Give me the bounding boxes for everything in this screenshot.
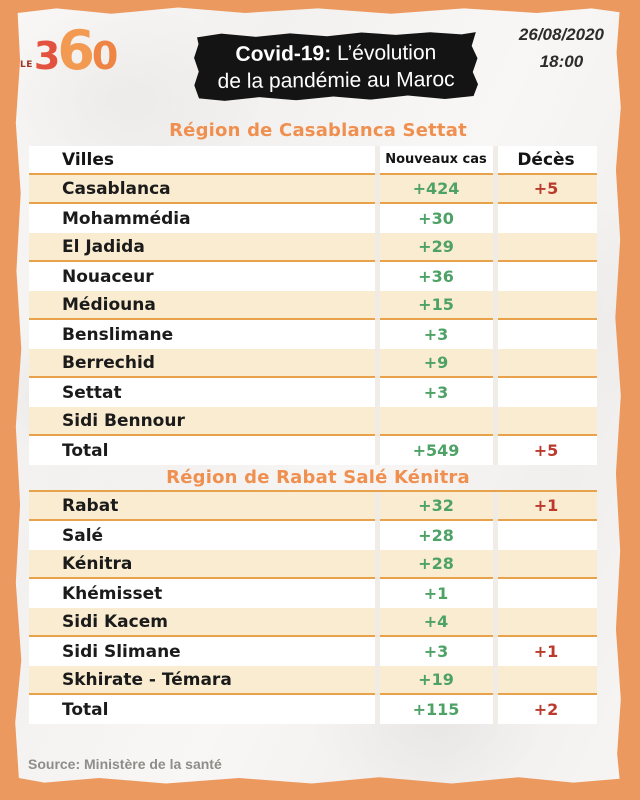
city-cell: Sidi Slimane bbox=[62, 641, 181, 662]
total-row: Total +549 +5 bbox=[29, 436, 597, 465]
table-row: El Jadida +29 bbox=[29, 233, 597, 262]
deaths-cell bbox=[495, 204, 597, 233]
table-rabat-sale-kenitra: Rabat +32 +1 Salé +28 Kénitra +28 Khémisset +1 Si… bbox=[29, 490, 597, 724]
time-text: 18:00 bbox=[539, 52, 584, 72]
cases-cell: +29 bbox=[418, 237, 454, 256]
cases-cell: +115 bbox=[412, 700, 460, 719]
column-separator bbox=[493, 492, 498, 724]
source-attribution: Source: Ministère de la santé bbox=[28, 756, 222, 772]
city-cell: Rabat bbox=[62, 495, 119, 516]
table-row: Khémisset +1 bbox=[29, 579, 597, 608]
city-cell: Khémisset bbox=[62, 583, 163, 604]
cases-cell bbox=[377, 407, 495, 434]
city-cell: Total bbox=[62, 699, 109, 720]
deaths-cell bbox=[495, 666, 597, 693]
deaths-cell bbox=[495, 521, 597, 550]
table-row: Sidi Slimane +3 +1 bbox=[29, 637, 597, 666]
cases-cell: +1 bbox=[423, 584, 449, 603]
header-deces: Décès bbox=[517, 149, 575, 170]
city-cell: Mohammédia bbox=[62, 208, 191, 229]
city-cell: Settat bbox=[62, 382, 122, 403]
city-cell: Kénitra bbox=[62, 553, 133, 574]
table-row: Mohammédia +30 bbox=[29, 204, 597, 233]
table-row: Kénitra +28 bbox=[29, 550, 597, 579]
cases-cell: +424 bbox=[412, 179, 460, 198]
logo-digit-6: 6 bbox=[57, 19, 95, 82]
header-nouveaux-cas: Nouveaux cas bbox=[385, 152, 487, 167]
deaths-cell: +5 bbox=[533, 441, 559, 460]
banner-line-2: de la pandémie au Maroc bbox=[217, 68, 455, 94]
table-row: Médiouna +15 bbox=[29, 291, 597, 320]
deaths-cell: +1 bbox=[533, 496, 559, 515]
deaths-cell bbox=[495, 378, 597, 407]
deaths-cell: +2 bbox=[533, 700, 559, 719]
city-cell: Benslimane bbox=[62, 324, 174, 345]
cases-cell: +549 bbox=[412, 441, 460, 460]
cases-cell: +32 bbox=[418, 496, 454, 515]
city-cell: Sidi Kacem bbox=[62, 611, 168, 632]
table-casablanca-settat: Villes Nouveaux cas Décès Casablanca +424 +5 M… bbox=[29, 146, 597, 465]
deaths-cell bbox=[495, 291, 597, 318]
cases-cell: +30 bbox=[418, 209, 454, 228]
deaths-cell bbox=[495, 320, 597, 349]
banner-title-light: L’évolution bbox=[331, 41, 437, 66]
cases-cell: +3 bbox=[423, 325, 449, 344]
city-cell: Sidi Bennour bbox=[62, 410, 185, 431]
deaths-cell bbox=[495, 579, 597, 608]
covid-title-banner: Covid-19: L’évolution de la pandémie au … bbox=[193, 31, 480, 102]
deaths-cell bbox=[495, 349, 597, 376]
city-cell: Skhirate - Témara bbox=[62, 669, 232, 690]
banner-line-1: Covid-19: L’évolution bbox=[197, 39, 475, 69]
city-cell: Berrechid bbox=[62, 352, 155, 373]
column-separator bbox=[375, 146, 380, 465]
table-header-row: Villes Nouveaux cas Décès bbox=[29, 146, 597, 175]
deaths-cell: +1 bbox=[533, 642, 559, 661]
cases-cell: +36 bbox=[418, 267, 454, 286]
city-cell: Casablanca bbox=[62, 178, 171, 199]
deaths-cell bbox=[495, 262, 597, 291]
table-row: Benslimane +3 bbox=[29, 320, 597, 349]
cases-cell: +28 bbox=[418, 526, 454, 545]
city-cell: Nouaceur bbox=[62, 266, 154, 287]
table-row: Sidi Kacem +4 bbox=[29, 608, 597, 637]
cases-cell: +3 bbox=[423, 642, 449, 661]
column-separator bbox=[493, 146, 498, 465]
column-separator bbox=[375, 492, 380, 724]
table-row: Berrechid +9 bbox=[29, 349, 597, 378]
deaths-cell bbox=[495, 608, 597, 635]
city-cell: Médiouna bbox=[62, 294, 156, 315]
deaths-cell bbox=[495, 550, 597, 577]
paper-sheet: LE 3 6 0 Covid-19: L’évolution de la pandém… bbox=[15, 7, 621, 784]
datetime-block: 26/08/2020 18:00 bbox=[519, 21, 604, 75]
table-row: Salé +28 bbox=[29, 521, 597, 550]
banner-title-bold: Covid-19: bbox=[235, 42, 332, 66]
region-title-casablanca: Région de Casablanca Settat bbox=[169, 120, 467, 141]
table-row: Sidi Bennour bbox=[29, 407, 597, 436]
logo-digit-0: 0 bbox=[91, 34, 119, 79]
city-cell: Total bbox=[62, 440, 109, 461]
deaths-cell bbox=[495, 407, 597, 434]
table-row: Settat +3 bbox=[29, 378, 597, 407]
logo-le-text: LE bbox=[20, 60, 33, 71]
region-title-rabat: Région de Rabat Salé Kénitra bbox=[166, 467, 470, 488]
table-row: Skhirate - Témara +19 bbox=[29, 666, 597, 695]
table-row: Rabat +32 +1 bbox=[29, 492, 597, 521]
deaths-cell bbox=[495, 233, 597, 260]
date-text: 26/08/2020 bbox=[518, 25, 604, 44]
deaths-cell: +5 bbox=[533, 179, 559, 198]
cases-cell: +4 bbox=[423, 612, 449, 631]
cases-cell: +15 bbox=[418, 295, 454, 314]
cases-cell: +3 bbox=[423, 383, 449, 402]
logo-digit-3: 3 bbox=[33, 34, 61, 79]
cases-cell: +19 bbox=[418, 670, 454, 689]
city-cell: Salé bbox=[62, 525, 104, 546]
city-cell: El Jadida bbox=[62, 236, 145, 257]
cases-cell: +28 bbox=[418, 554, 454, 573]
table-row: Casablanca +424 +5 bbox=[29, 175, 597, 204]
le360-logo: LE 3 6 0 bbox=[20, 19, 119, 82]
cases-cell: +9 bbox=[423, 353, 449, 372]
table-row: Nouaceur +36 bbox=[29, 262, 597, 291]
total-row: Total +115 +2 bbox=[29, 695, 597, 724]
header-villes: Villes bbox=[62, 149, 114, 170]
